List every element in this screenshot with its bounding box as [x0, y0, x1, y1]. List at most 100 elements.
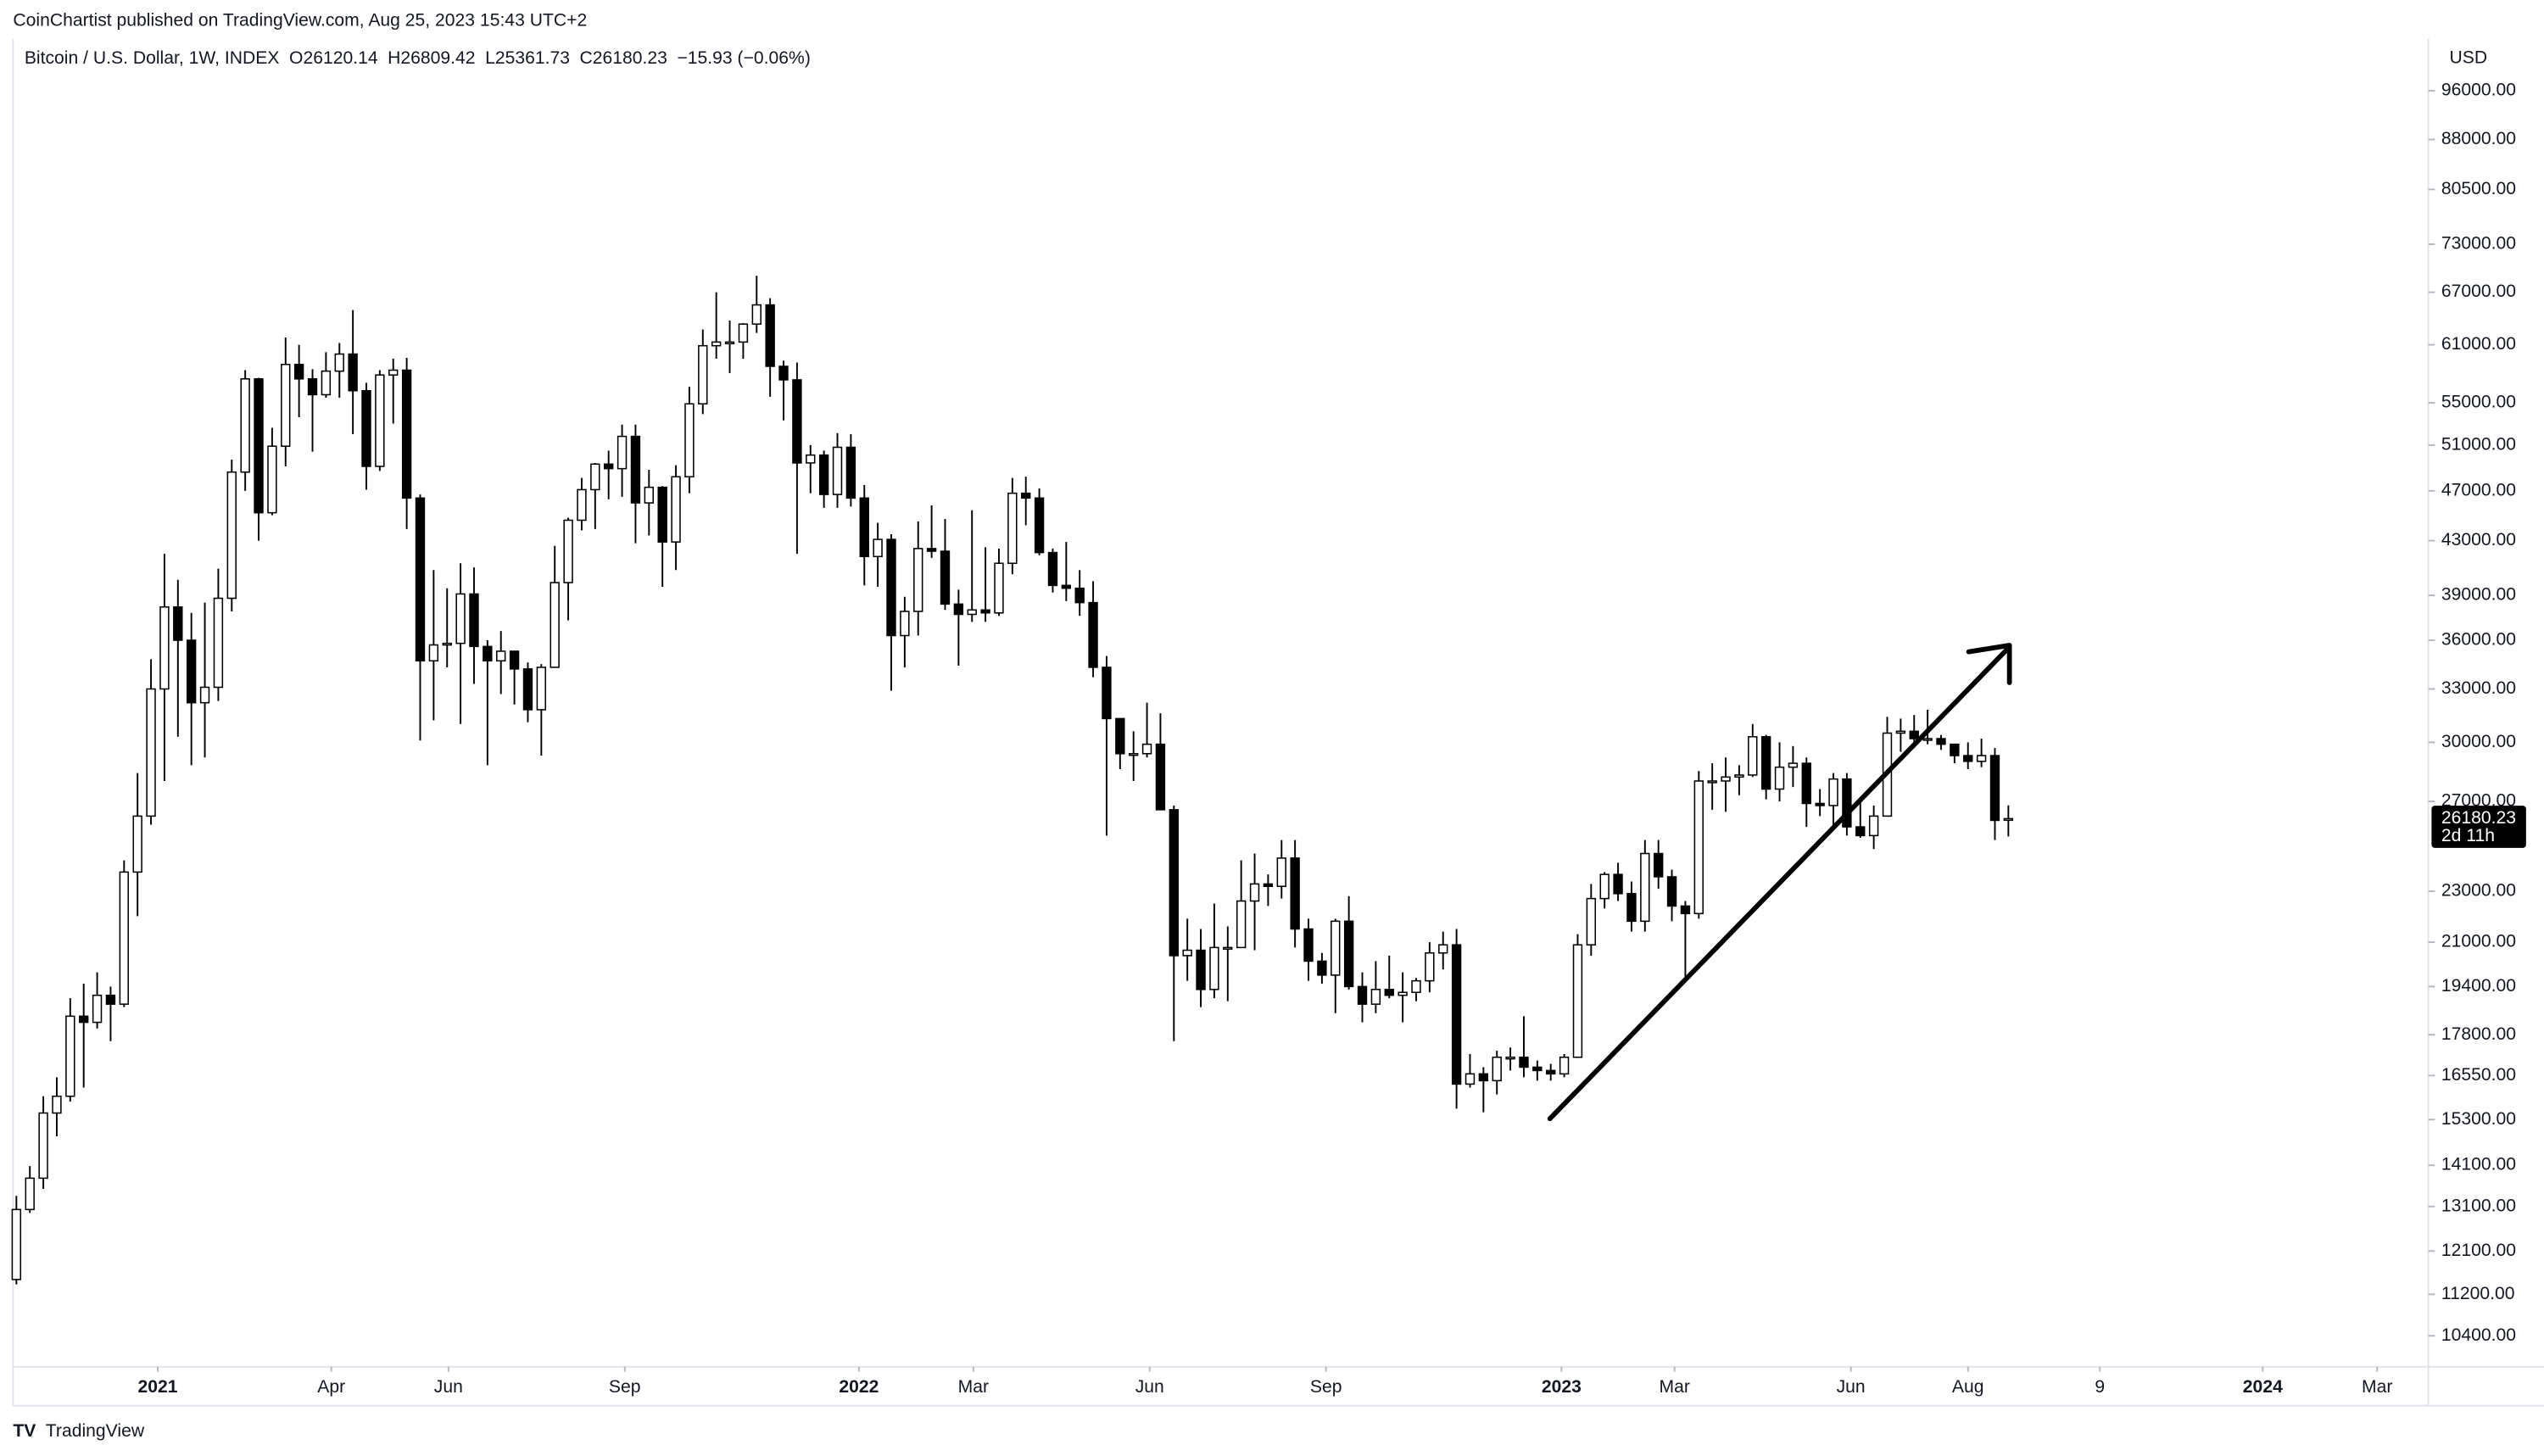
candle-body	[1640, 852, 1650, 923]
symbol-legend: Bitcoin / U.S. Dollar, 1W, INDEX O26120.1…	[25, 47, 811, 67]
x-tick-label: Mar	[958, 1377, 989, 1397]
candle-body	[1936, 738, 1946, 745]
legend-part: −15.93 (−0.06%)	[677, 47, 810, 67]
candle-body	[293, 363, 304, 380]
candle-body	[1047, 551, 1058, 587]
candle-body	[616, 435, 628, 470]
candle-body	[442, 642, 452, 646]
x-tick-label: 2022	[839, 1377, 879, 1397]
logo-text: TradingView	[46, 1421, 145, 1441]
candle-body	[1613, 873, 1623, 895]
candle-body	[1815, 802, 1825, 806]
candle-body	[859, 497, 869, 558]
x-tick-label: Jun	[434, 1377, 463, 1397]
candle-body	[724, 341, 735, 345]
candle-body	[967, 609, 977, 616]
candle-body	[953, 603, 964, 616]
candle-body	[375, 374, 385, 467]
legend-part: 25361.73	[495, 47, 570, 67]
candle-body	[806, 454, 816, 464]
candle-body	[1182, 949, 1192, 957]
x-tick-label: 9	[2095, 1377, 2105, 1397]
candle-body	[509, 650, 520, 670]
y-tick-label: 15300.00	[2441, 1109, 2516, 1129]
candle-body	[792, 379, 802, 464]
candle-body	[281, 363, 291, 447]
candle-body	[307, 378, 318, 396]
candle-body	[1276, 857, 1286, 887]
candle-body	[1290, 857, 1300, 930]
countdown-label: 2d 11h	[2441, 826, 2495, 845]
candle-body	[1007, 492, 1018, 565]
candle-body	[980, 609, 990, 614]
candle-body	[778, 365, 789, 381]
candle-body	[604, 463, 614, 470]
candle-body	[79, 1015, 89, 1024]
candle-body	[321, 370, 332, 396]
candle-body	[845, 446, 856, 499]
candle-body	[657, 486, 667, 543]
candle-body	[1868, 815, 1879, 837]
candle-body	[213, 597, 224, 689]
candle-body	[1572, 944, 1583, 1058]
x-tick-label: Mar	[2362, 1377, 2392, 1397]
x-tick-label: Sep	[609, 1377, 641, 1397]
candle-body	[1801, 762, 1811, 805]
candle-body	[738, 323, 749, 343]
candle-body	[684, 403, 695, 477]
legend-part: 26180.23	[593, 47, 667, 67]
y-tick-label: 96000.00	[2441, 81, 2516, 100]
candle-body	[1169, 809, 1179, 957]
candle-body	[590, 463, 600, 491]
candle-body	[146, 688, 156, 817]
candle-body	[671, 476, 681, 543]
candle-body	[1950, 743, 1960, 756]
x-tick-label: Jun	[1837, 1377, 1866, 1397]
y-tick-label: 67000.00	[2441, 282, 2516, 301]
candle-body	[1774, 766, 1785, 790]
candle-body	[1734, 774, 1744, 778]
candle-body	[1209, 946, 1219, 990]
x-tick-label: 2021	[137, 1377, 177, 1397]
candle-body	[1895, 730, 1906, 734]
legend-part: H	[388, 47, 400, 67]
y-tick-label: 80500.00	[2441, 179, 2516, 198]
x-tick-label: Sep	[1310, 1377, 1342, 1397]
y-tick-label: 73000.00	[2441, 234, 2516, 254]
candle-body	[334, 353, 344, 372]
candle-body	[1707, 780, 1717, 784]
candle-body	[52, 1095, 62, 1114]
candle-body	[199, 686, 210, 704]
candle-body	[630, 435, 641, 504]
candle-body	[1438, 944, 1448, 954]
candle-body	[1909, 730, 1919, 739]
candle-body	[1505, 1057, 1515, 1060]
candle-body	[65, 1015, 75, 1097]
x-tick-label: Aug	[1952, 1377, 1984, 1397]
last-price-box	[2431, 806, 2526, 848]
candle-body	[1236, 900, 1247, 949]
candle-body	[1263, 883, 1274, 887]
candle-body	[1317, 960, 1327, 976]
candle-body	[428, 644, 439, 662]
candle-body	[1653, 852, 1664, 878]
candle-body	[119, 871, 130, 1005]
candle-body	[1626, 893, 1637, 923]
y-tick-label: 47000.00	[2441, 480, 2516, 499]
candle-body	[483, 645, 493, 662]
candle-body	[1155, 743, 1166, 811]
candle-body	[105, 994, 116, 1005]
candle-body	[455, 593, 466, 644]
candle-body	[926, 548, 937, 552]
x-tick-label: Mar	[1660, 1377, 1690, 1397]
candle-body	[1115, 717, 1125, 755]
candle-body	[536, 667, 547, 711]
y-tick-label: 33000.00	[2441, 678, 2516, 698]
candle-body	[1384, 989, 1394, 996]
trend-arrow	[1547, 643, 2012, 1122]
candle-body	[1425, 951, 1435, 982]
candle-body	[1021, 492, 1031, 499]
y-tick-label: 11200.00	[2441, 1284, 2515, 1303]
